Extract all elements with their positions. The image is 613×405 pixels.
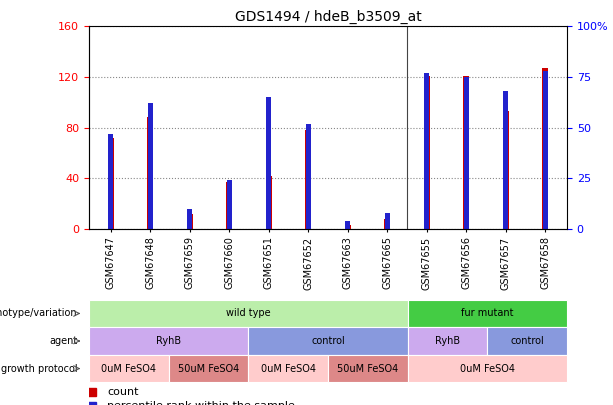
Text: fur mutant: fur mutant [461, 309, 514, 318]
Text: 0uM FeSO4: 0uM FeSO4 [261, 364, 316, 373]
Bar [248, 355, 328, 382]
Bar [424, 76, 430, 229]
Bar [89, 355, 169, 382]
Bar [408, 327, 487, 355]
Text: genotype/variation: genotype/variation [0, 309, 77, 318]
Text: 0uM FeSO4: 0uM FeSO4 [460, 364, 515, 373]
Text: count: count [107, 387, 139, 397]
Bar [464, 77, 468, 229]
Bar [424, 73, 429, 229]
Bar [266, 97, 271, 229]
Bar [503, 111, 509, 229]
Bar [187, 214, 192, 229]
Text: wild type: wild type [226, 309, 270, 318]
Text: control: control [510, 336, 544, 346]
Bar [265, 176, 272, 229]
Bar [148, 103, 153, 229]
Bar [328, 355, 408, 382]
Text: RyhB: RyhB [435, 336, 460, 346]
Bar [543, 71, 547, 229]
Bar [543, 68, 548, 229]
Bar [89, 300, 408, 327]
Bar [108, 138, 113, 229]
Text: 50uM FeSO4: 50uM FeSO4 [337, 364, 398, 373]
Bar [248, 327, 408, 355]
Bar [227, 180, 232, 229]
Bar [306, 124, 311, 229]
Bar [384, 219, 390, 229]
Bar [385, 213, 390, 229]
Bar [408, 355, 567, 382]
Bar [463, 76, 469, 229]
Bar [503, 91, 508, 229]
Bar [89, 327, 248, 355]
Bar [188, 209, 192, 229]
Bar [408, 300, 567, 327]
Bar [109, 134, 113, 229]
Bar [487, 327, 567, 355]
Text: control: control [311, 336, 345, 346]
Text: growth protocol: growth protocol [1, 364, 77, 373]
Title: GDS1494 / hdeB_b3509_at: GDS1494 / hdeB_b3509_at [235, 10, 421, 24]
Bar [305, 130, 311, 229]
Bar [345, 221, 350, 229]
Text: RyhB: RyhB [156, 336, 181, 346]
Bar [345, 225, 351, 229]
Bar [147, 117, 153, 229]
Text: 0uM FeSO4: 0uM FeSO4 [101, 364, 156, 373]
Text: 50uM FeSO4: 50uM FeSO4 [178, 364, 239, 373]
Bar [226, 182, 232, 229]
Text: agent: agent [49, 336, 77, 346]
Bar [169, 355, 248, 382]
Text: percentile rank within the sample: percentile rank within the sample [107, 401, 295, 405]
